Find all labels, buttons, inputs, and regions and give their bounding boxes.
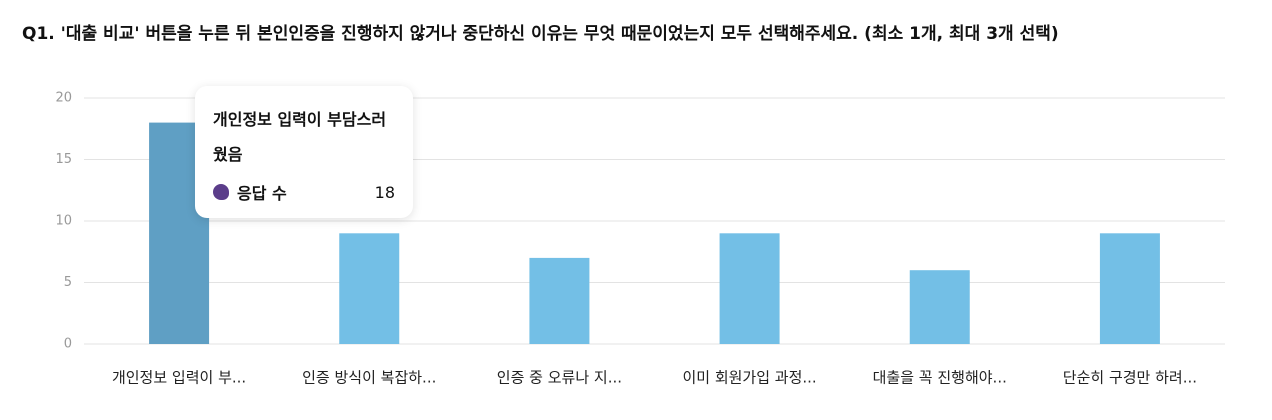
x-tick-label: 대출을 꼭 진행해야... (873, 369, 1007, 387)
tooltip-value: 18 (374, 182, 395, 202)
bar (529, 257, 590, 344)
tooltip-row: 응답 수 18 (213, 180, 395, 204)
bar (339, 233, 400, 344)
tooltip-icon (213, 184, 229, 200)
x-tick-label: 인증 방식이 복잡하... (302, 369, 436, 387)
y-tick-label: 5 (64, 275, 72, 290)
bar (719, 233, 780, 344)
tooltip-title: 개인정보 입력이 부담스러웠음 (213, 110, 387, 164)
y-tick-label: 20 (55, 91, 72, 106)
y-tick-label: 10 (55, 214, 72, 229)
chart-title: Q1. '대출 비교' 버튼을 누른 뒤 본인인증을 진행하지 않거나 중단하신… (22, 23, 1059, 44)
x-tick-label: 이미 회원가입 과정... (682, 369, 816, 387)
x-tick-label: 단순히 구경만 하려... (1063, 369, 1197, 387)
tooltip: 개인정보 입력이 부담스러웠음 응답 수 18 (195, 86, 413, 218)
tooltip-series: 응답 수 (237, 184, 287, 203)
y-tick-label: 15 (55, 152, 72, 167)
x-tick-label: 개인정보 입력이 부... (112, 369, 246, 387)
y-tick-label: 0 (64, 337, 72, 352)
bar (909, 270, 970, 344)
bar (1099, 233, 1160, 344)
x-tick-label: 인증 중 오류나 지... (497, 369, 622, 387)
